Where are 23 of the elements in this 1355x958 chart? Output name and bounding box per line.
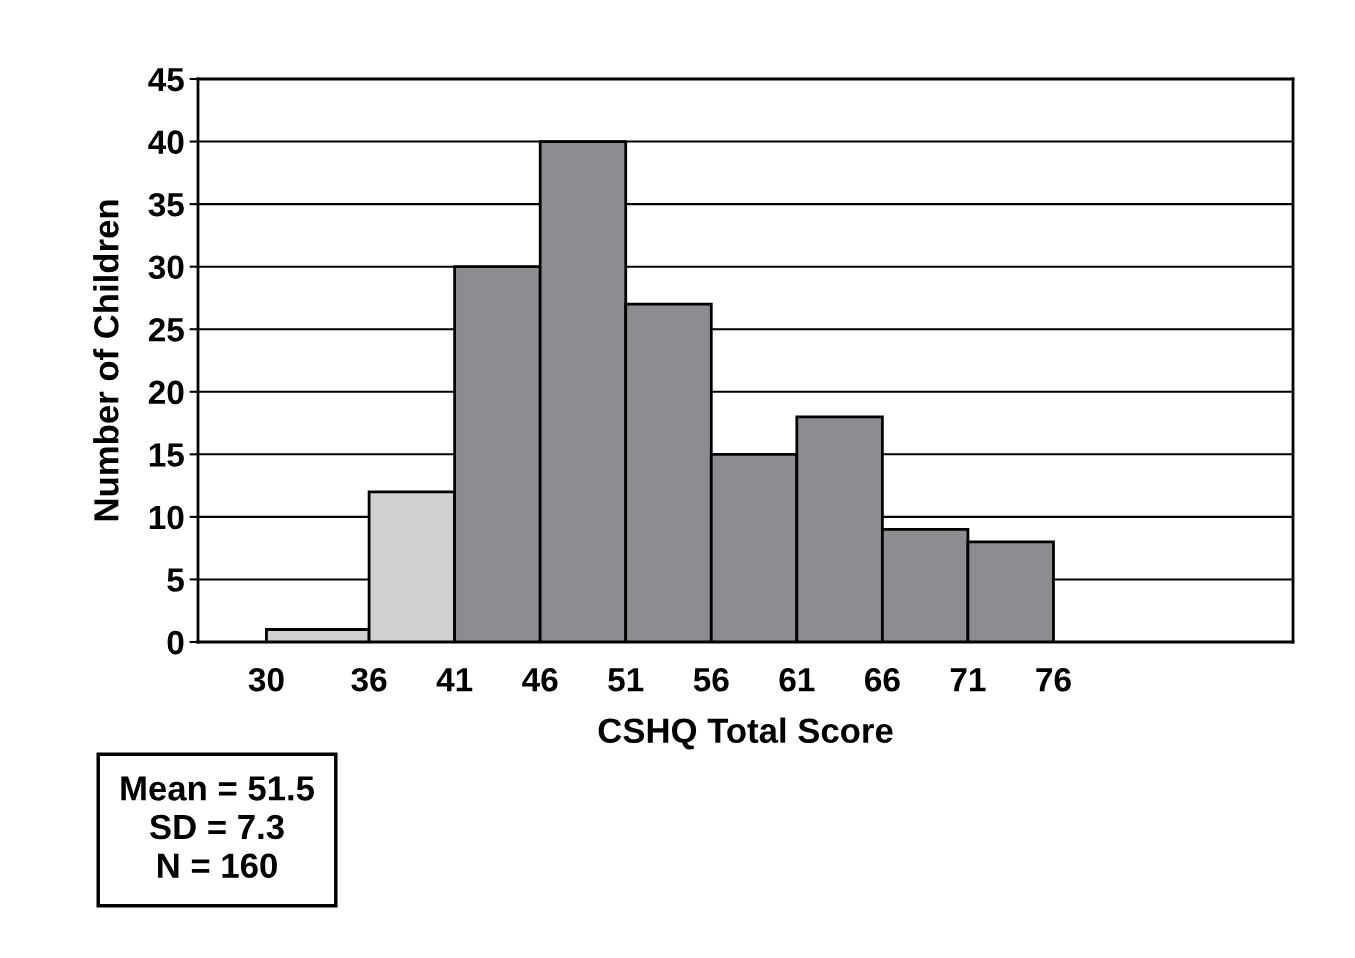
y-tick-label: 25 [148,318,184,342]
y-tick-label: 0 [167,630,184,655]
x-tick-label: 36 [351,667,387,692]
x-tick-label: 76 [1036,667,1071,692]
x-tick-label: 30 [248,667,284,692]
x-tick-label: 46 [522,667,558,692]
y-tick-label: 5 [167,568,184,592]
y-tick-label: 35 [148,192,184,217]
y-tick-label: 30 [148,255,184,280]
x-tick-label: 56 [693,667,729,692]
x-tick-label: 61 [779,667,815,692]
x-tick-label: 41 [436,668,473,692]
y-tick-label: 45 [148,68,184,92]
x-axis-title: CSHQ Total Score [598,717,893,750]
y-tick-label: 15 [149,443,184,467]
x-tick-label: 51 [608,668,644,692]
x-tick-label: 66 [865,667,900,692]
text: Mean = 51.5 SD = 7.3 N = 160 [121,776,314,878]
y-tick-label: 40 [148,130,184,154]
x-tick-label: 71 [950,668,986,692]
y-axis-title: Number of Children [93,200,119,521]
y-tick-label: 20 [148,380,184,405]
y-tick-label: 10 [149,505,184,530]
